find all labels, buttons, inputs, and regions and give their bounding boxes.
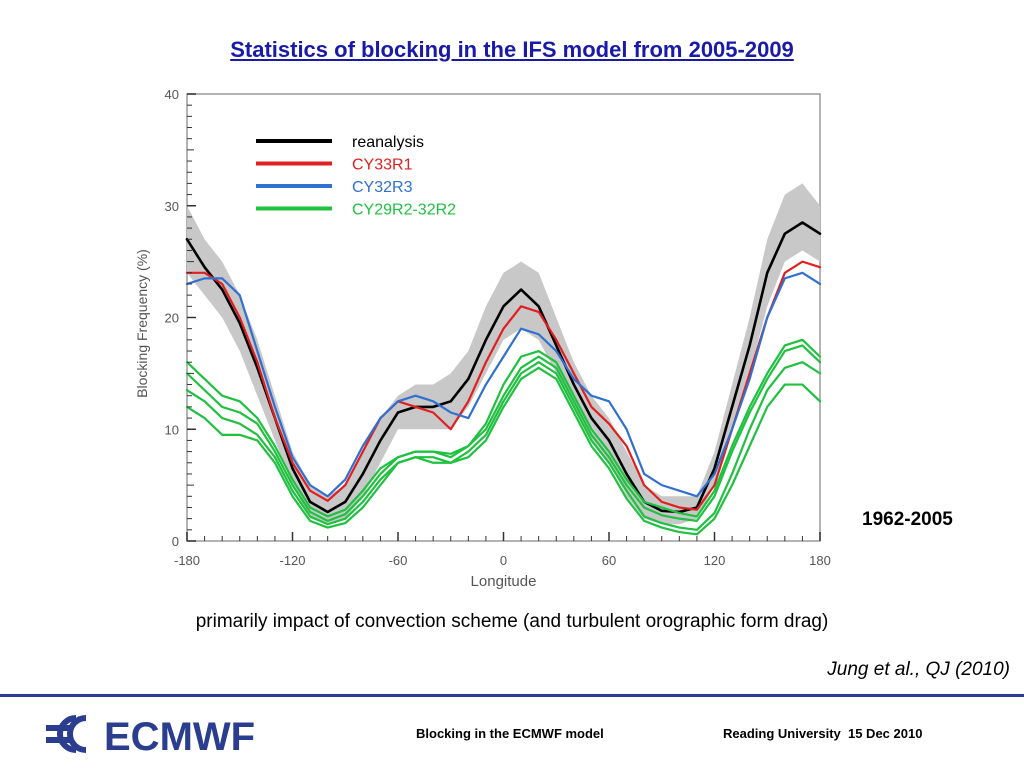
legend-label-reanalysis: reanalysis	[352, 134, 424, 151]
series-line-reanalysis	[185, 221, 822, 514]
blocking-frequency-chart: 0 10 20 30 40 -180 -120 -60 0 60 120 180 Longitude Bl…	[134, 87, 831, 590]
x-axis-label: Longitude	[471, 573, 537, 590]
x-tick-label: -180	[174, 553, 200, 568]
y-tick-label: 40	[165, 87, 179, 102]
y-tick-label: 10	[165, 422, 179, 437]
x-tick-label: 120	[704, 553, 726, 568]
series-line-cy29r2-32r2-6	[185, 366, 822, 536]
series-line-cy33r1	[185, 260, 822, 511]
y-axis-label: Blocking Frequency (%)	[134, 249, 150, 398]
ecmwf-logo-mark	[46, 715, 87, 753]
x-tick-label: 180	[809, 553, 831, 568]
y-tick-label: 20	[165, 311, 179, 326]
citation: Jung et al., QJ (2010)	[827, 659, 1010, 680]
x-tick-label: 0	[500, 553, 507, 568]
footer-divider	[0, 694, 1024, 697]
y-tick-label: 0	[172, 534, 179, 549]
series-line-cy32r3	[185, 271, 822, 498]
series-line-cy29r2-32r2-4	[185, 344, 822, 522]
x-tick-label: 60	[602, 553, 616, 568]
footer-venue-date: Reading University 15 Dec 2010	[723, 726, 923, 741]
legend-label-cy32r3: CY32R3	[352, 179, 413, 196]
x-tick-label: -120	[279, 553, 305, 568]
series-line-cy29r2-32r2-5	[185, 361, 822, 531]
y-tick-label: 30	[165, 199, 179, 214]
slide-caption: primarily impact of convection scheme (a…	[195, 611, 829, 632]
series-line-cy29r2-32r2	[185, 338, 822, 518]
footer-presentation-title: Blocking in the ECMWF model	[416, 726, 604, 741]
ecmwf-logo-text: ECMWF	[104, 715, 255, 756]
period-label: 1962-2005	[862, 509, 953, 530]
slide-title: Statistics of blocking in the IFS model …	[230, 37, 794, 62]
legend-label-cy33r1: CY33R1	[352, 157, 413, 174]
x-tick-label: -60	[389, 553, 408, 568]
ecmwf-logo: ECMWF	[46, 715, 255, 756]
legend-label-cy29r2-32r2: CY29R2-32R2	[352, 202, 456, 219]
